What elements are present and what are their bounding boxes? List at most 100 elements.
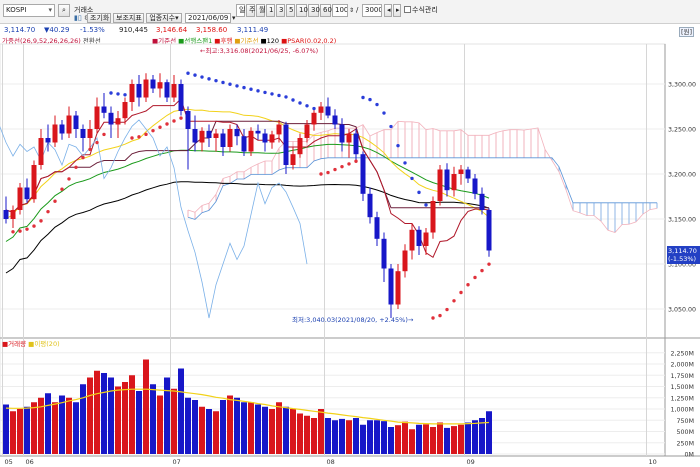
price-tick-label: 3,200.00 (668, 172, 696, 179)
psar-dot (291, 98, 295, 102)
candle-body (115, 118, 121, 125)
psar-dots (11, 71, 491, 320)
search-button[interactable]: ⌕ (58, 4, 70, 17)
psar-dot (347, 162, 351, 166)
spinner-icon[interactable]: ⇕ (349, 7, 355, 14)
candle-body (276, 124, 282, 135)
volume-legend[interactable]: ■거래량 ■이평(20) (2, 340, 60, 348)
psar-dot (144, 132, 148, 137)
candle-body (486, 210, 492, 251)
indicator-button[interactable]: 보조지표 (113, 13, 144, 23)
volume-tick-label: 1,750M (671, 373, 694, 380)
candle-body (472, 178, 478, 194)
scroll-left-button[interactable]: ◂ (384, 4, 392, 17)
psar-dot (102, 132, 106, 137)
period-button-6[interactable]: 5 (286, 4, 295, 17)
period-button-2[interactable]: 주 (246, 4, 255, 17)
candle-body (297, 138, 303, 155)
calendar-icon[interactable]: ▾ (232, 14, 236, 22)
candle-body (465, 169, 471, 179)
volume-bar (213, 411, 219, 454)
psar-dot (417, 190, 421, 195)
candle-body (206, 130, 212, 138)
indicator-legend[interactable]: ■기준선 ■선행스팬1 ■후행 ■기준선 ■120 ■PSAR(0.02,0.2) (152, 37, 338, 45)
psar-dot (109, 91, 113, 95)
psar-dot (312, 106, 316, 111)
volume-bar (255, 404, 261, 454)
candle-body (143, 79, 149, 98)
reset-view-button[interactable]: 조기화 (87, 13, 111, 23)
period-button-5[interactable]: 3 (276, 4, 285, 17)
candle-body (38, 138, 44, 165)
date-input[interactable]: 2021/06/09 (185, 13, 231, 23)
max-count-value: 3000 (365, 6, 382, 14)
candle-body (339, 124, 345, 143)
volume-tick-label: 750M (677, 418, 694, 425)
volume-bar (227, 395, 233, 454)
volume-bar (409, 429, 415, 454)
candle-body (395, 271, 401, 305)
formula-manage-link[interactable]: 수식관리 (404, 4, 438, 17)
sector-index-button[interactable]: 업종지수▾ (146, 13, 182, 23)
candle-body (269, 134, 275, 143)
formula-checkbox[interactable] (404, 6, 411, 13)
psar-dot (193, 73, 197, 77)
candle-body (290, 154, 296, 165)
volume-bar (269, 409, 275, 454)
current-price-marker-value: 3,114.70 (668, 247, 697, 255)
volume-bar (472, 420, 478, 454)
period-button-1[interactable]: 일 (236, 4, 245, 17)
price-change-pct: -1.53% (80, 26, 105, 34)
psar-dot (172, 119, 176, 123)
psar-dot (375, 102, 379, 107)
max-count-input[interactable]: 3000 (362, 4, 382, 17)
legend-item-1: ■기준선 (152, 37, 177, 45)
candle-body (73, 115, 79, 129)
psar-dot (249, 87, 253, 91)
volume-bar (381, 421, 387, 454)
current-price-marker-pct: (-1.53%) (668, 255, 697, 263)
candle-body (178, 84, 184, 111)
chart-type-icon[interactable]: ▮▯ (74, 14, 82, 22)
candle-body (31, 165, 37, 200)
candle-body (185, 111, 191, 129)
dropdown-arrow-icon: ▾ (48, 6, 52, 14)
candle-body (444, 169, 450, 191)
price-scale-badge[interactable]: [원] (679, 27, 695, 37)
volume-bar (346, 420, 352, 454)
volume-bar (423, 424, 429, 454)
count-input[interactable]: 100 (332, 4, 348, 17)
scroll-right-button[interactable]: ▸ (393, 4, 401, 17)
candle-body (353, 133, 359, 155)
psar-dot (137, 135, 141, 139)
psar-dot (410, 176, 414, 181)
candle-body (255, 130, 261, 134)
period-button-3[interactable]: 월 (256, 4, 265, 17)
candle-body (94, 106, 100, 129)
axis-labels: 3,300.00 3,250.00 3,200.00 3,150.00 3,100.00… (5, 82, 697, 467)
price-tick-label: 3,100.00 (668, 262, 696, 269)
period-button-8[interactable]: 30 (308, 4, 320, 17)
period-button-9[interactable]: 60 (320, 4, 332, 17)
candle-body (213, 133, 219, 138)
psar-dot (81, 155, 85, 160)
ma-legend[interactable]: 가중선(26,9,52,26,26,26) 전환선 (2, 37, 101, 45)
psar-dot (256, 89, 260, 93)
psar-dot (480, 268, 484, 273)
candle-body (262, 133, 268, 143)
current-price-marker: 3,114.70 (-1.53%) (667, 246, 700, 264)
candle-body (192, 129, 198, 143)
psar-dot (403, 161, 407, 165)
market-name: 거래소 (74, 6, 94, 14)
market-code-input[interactable]: KOSPI ▾ (3, 4, 55, 17)
period-button-7[interactable]: 10 (296, 4, 308, 17)
volume-bar (367, 420, 373, 454)
psar-dot (39, 219, 43, 223)
legend-item-4: ■기준선 (234, 37, 259, 45)
volume-bar (220, 400, 226, 454)
period-button-4[interactable]: 1 (266, 4, 275, 17)
volume-bar (241, 402, 247, 454)
volume-bar (304, 415, 310, 454)
legend-item-6: ■PSAR(0.02,0.2) (281, 37, 337, 45)
